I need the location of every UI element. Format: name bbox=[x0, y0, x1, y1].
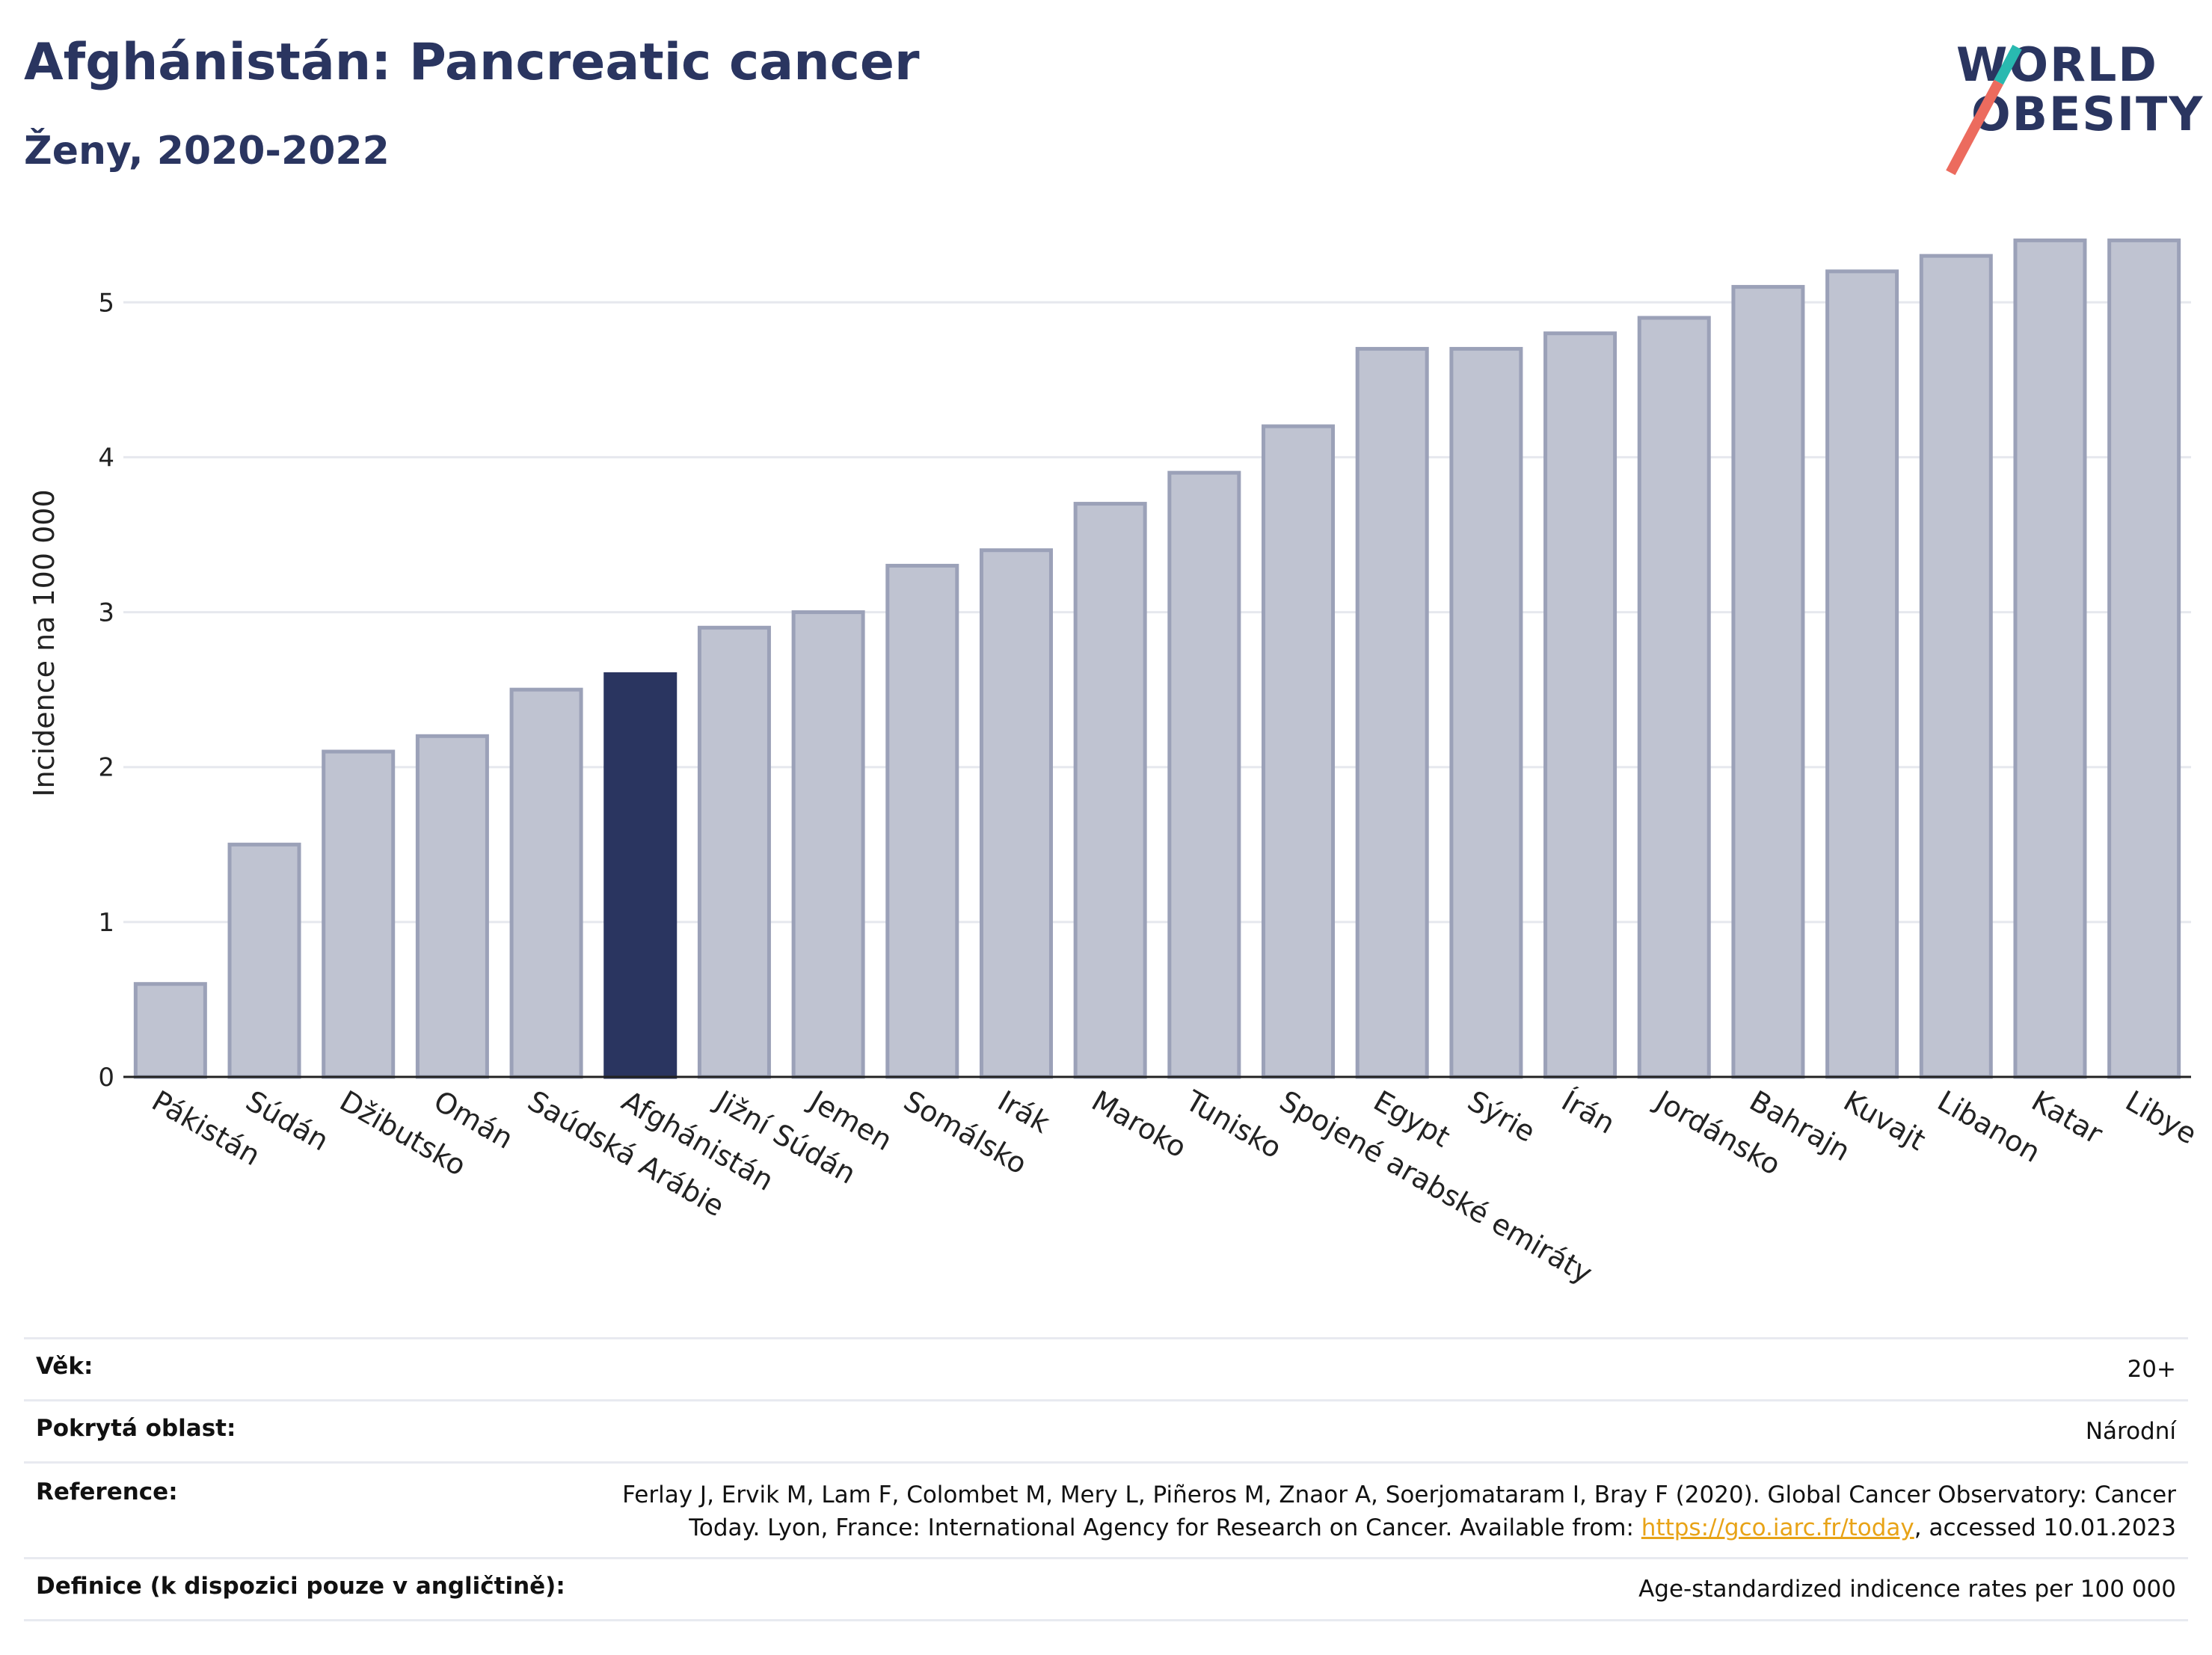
bar-highlighted[interactable] bbox=[603, 672, 678, 1079]
y-tick-label: 1 bbox=[98, 908, 114, 938]
metadata-table: Věk: 20+ Pokrytá oblast: Národní Referen… bbox=[24, 1337, 2188, 1621]
x-tick-label: Libye bbox=[2120, 1084, 2202, 1151]
y-axis-ticks: 0 1 2 3 4 5 bbox=[98, 288, 114, 1093]
y-tick-label: 3 bbox=[98, 598, 114, 628]
age-value: 20+ bbox=[2127, 1356, 2176, 1383]
bar[interactable] bbox=[1919, 254, 1993, 1079]
bar[interactable] bbox=[1731, 285, 1805, 1079]
x-tick-label: Kuvajt bbox=[1838, 1084, 1931, 1157]
bar[interactable] bbox=[322, 749, 396, 1079]
chart-title: Afghánistán: Pancreatic cancer bbox=[24, 33, 920, 92]
world-obesity-logo[interactable]: WORLD OBESITY bbox=[1944, 22, 2202, 176]
reference-accessed: , accessed 10.01.2023 bbox=[1914, 1514, 2176, 1541]
bar[interactable] bbox=[1637, 316, 1711, 1079]
x-tick-label: Írán bbox=[1556, 1084, 1620, 1140]
y-tick-label: 4 bbox=[98, 443, 114, 473]
bar[interactable] bbox=[1449, 346, 1523, 1079]
meta-row-area: Pokrytá oblast: Národní bbox=[24, 1399, 2188, 1461]
chart-subtitle: Ženy, 2020-2022 bbox=[24, 129, 390, 174]
definition-value: Age-standardized indicence rates per 100… bbox=[1638, 1576, 2176, 1603]
reference-value: Ferlay J, Ervik M, Lam F, Colombet M, Me… bbox=[622, 1479, 2176, 1544]
area-value: Národní bbox=[2085, 1418, 2176, 1445]
bar[interactable] bbox=[697, 625, 771, 1079]
bar[interactable] bbox=[1262, 424, 1336, 1079]
reference-link[interactable]: https://gco.iarc.fr/today bbox=[1641, 1514, 1914, 1541]
reference-line-2-text: Today. Lyon, France: International Agenc… bbox=[689, 1514, 1641, 1541]
bar[interactable] bbox=[509, 687, 583, 1079]
y-tick-label: 2 bbox=[98, 753, 114, 783]
logo-line1: WORLD bbox=[1956, 37, 2158, 92]
bars bbox=[133, 238, 2181, 1079]
bar[interactable] bbox=[1167, 470, 1241, 1079]
meta-row-definition: Definice (k dispozici pouze v angličtině… bbox=[24, 1557, 2188, 1621]
bar[interactable] bbox=[227, 842, 301, 1079]
bar[interactable] bbox=[979, 548, 1053, 1079]
x-tick-label: Sýrie bbox=[1462, 1084, 1540, 1149]
bar[interactable] bbox=[885, 563, 959, 1079]
bar[interactable] bbox=[1825, 269, 1899, 1079]
reference-line-2: Today. Lyon, France: International Agenc… bbox=[622, 1511, 2176, 1544]
logo-line2: OBESITY bbox=[1971, 87, 2205, 141]
meta-row-age: Věk: 20+ bbox=[24, 1337, 2188, 1399]
bar[interactable] bbox=[791, 610, 865, 1079]
x-tick-label: Tunisko bbox=[1179, 1084, 1287, 1165]
age-label: Věk: bbox=[36, 1353, 93, 1380]
y-tick-label: 0 bbox=[98, 1063, 114, 1093]
bar[interactable] bbox=[1355, 346, 1429, 1079]
reference-label: Reference: bbox=[36, 1479, 178, 1505]
x-tick-label: Pákistán bbox=[147, 1084, 266, 1173]
reference-line-1: Ferlay J, Ervik M, Lam F, Colombet M, Me… bbox=[622, 1481, 2176, 1508]
meta-row-reference: Reference: Ferlay J, Ervik M, Lam F, Col… bbox=[24, 1461, 2188, 1557]
bar[interactable] bbox=[2107, 238, 2181, 1079]
bar[interactable] bbox=[133, 982, 207, 1079]
y-tick-label: 5 bbox=[98, 288, 114, 318]
x-tick-label: Irák bbox=[992, 1084, 1055, 1140]
x-tick-label: Libanon bbox=[1932, 1084, 2046, 1169]
area-label: Pokrytá oblast: bbox=[36, 1415, 236, 1442]
x-tick-label: Maroko bbox=[1087, 1084, 1193, 1164]
bar[interactable] bbox=[1073, 502, 1147, 1079]
bar[interactable] bbox=[1543, 331, 1617, 1079]
definition-label: Definice (k dispozici pouze v angličtině… bbox=[36, 1573, 565, 1600]
bar[interactable] bbox=[415, 734, 489, 1079]
bar[interactable] bbox=[2013, 238, 2087, 1079]
y-axis-title: Incidence na 100 000 bbox=[28, 489, 61, 796]
